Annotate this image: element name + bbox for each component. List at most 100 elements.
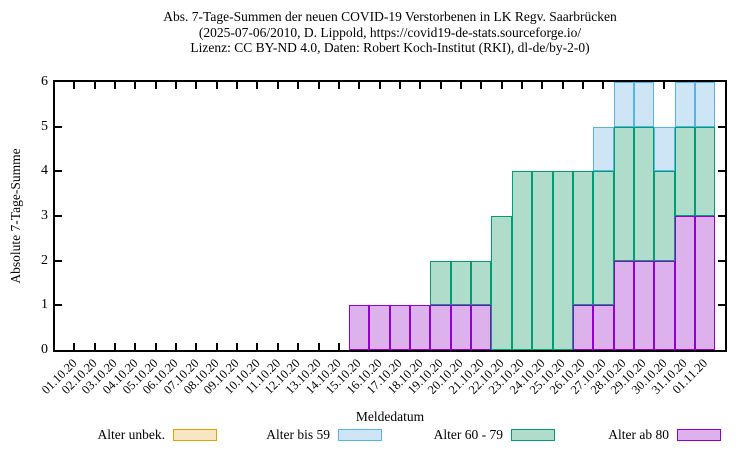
x-tick-bottom bbox=[175, 343, 178, 350]
x-tick-bottom bbox=[154, 343, 157, 350]
bar-segment-20.10.20-alter-60-79 bbox=[450, 260, 472, 306]
bar-segment-24.10.20-alter-60-79 bbox=[532, 171, 553, 350]
legend-item-alter-ab-80: Alter ab 80 bbox=[608, 427, 721, 443]
bar-segment-25.10.20-alter-60-79 bbox=[552, 171, 573, 350]
plot-area bbox=[55, 82, 725, 350]
legend-swatch bbox=[511, 429, 555, 441]
x-tick-top bbox=[358, 82, 361, 89]
legend-swatch bbox=[677, 429, 721, 441]
bar-segment-30.10.20-alter-ab-80 bbox=[654, 260, 675, 350]
x-tick-top bbox=[93, 82, 96, 89]
x-tick-bottom bbox=[114, 343, 116, 350]
x-tick-top bbox=[541, 82, 544, 89]
bar-segment-28.10.20-alter-60-79 bbox=[613, 126, 634, 261]
x-tick-top bbox=[114, 82, 116, 89]
bar-segment-19.10.20-alter-60-79 bbox=[430, 260, 451, 306]
bar-segment-19.10.20-alter-ab-80 bbox=[430, 305, 451, 350]
title-line-3: Lizenz: CC BY-ND 4.0, Daten: Robert Koch… bbox=[190, 40, 590, 55]
x-tick-top bbox=[500, 82, 503, 89]
x-tick-top bbox=[215, 82, 218, 89]
legend-label: Alter ab 80 bbox=[608, 427, 669, 442]
bar-segment-28.10.20-alter-ab-80 bbox=[613, 260, 634, 350]
x-tick-top bbox=[398, 82, 401, 89]
x-tick-bottom bbox=[134, 343, 137, 350]
y-tick-label: 6 bbox=[41, 74, 48, 89]
x-tick-bottom bbox=[93, 343, 96, 350]
x-axis-title: Meldedatum bbox=[355, 409, 425, 424]
bar-segment-31.10.20-alter-ab-80 bbox=[674, 216, 695, 350]
y-tick-left bbox=[55, 215, 62, 217]
x-tick-top bbox=[175, 82, 178, 89]
bar-segment-17.10.20-alter-ab-80 bbox=[389, 305, 411, 350]
y-tick-left bbox=[55, 259, 62, 262]
x-tick-top bbox=[73, 82, 76, 89]
y-tick-label: 0 bbox=[41, 342, 48, 357]
y-tick-right bbox=[718, 304, 725, 307]
x-tick-top bbox=[154, 82, 157, 89]
bar-segment-21.10.20-alter-ab-80 bbox=[471, 305, 492, 350]
bar-segment-31.10.20-alter-60-79 bbox=[674, 126, 695, 216]
bar-segment-31.10.20-alter-bis-59 bbox=[674, 82, 695, 127]
x-tick-top bbox=[602, 82, 605, 89]
bar-segment-16.10.20-alter-ab-80 bbox=[369, 305, 390, 350]
x-tick-top bbox=[236, 82, 239, 89]
y-tick-right bbox=[718, 170, 725, 173]
x-tick-top bbox=[663, 82, 666, 89]
bar-segment-21.10.20-alter-60-79 bbox=[471, 260, 492, 306]
x-tick-top bbox=[480, 82, 483, 89]
x-tick-top bbox=[134, 82, 137, 89]
x-tick-top bbox=[317, 82, 320, 89]
bar-segment-27.10.20-alter-60-79 bbox=[593, 171, 614, 306]
x-tick-bottom bbox=[276, 343, 279, 350]
y-tick-left bbox=[55, 170, 62, 173]
x-tick-bottom bbox=[337, 343, 340, 350]
x-tick-top bbox=[297, 82, 300, 89]
x-tick-top bbox=[521, 82, 523, 89]
bar-segment-29.10.20-alter-bis-59 bbox=[633, 82, 655, 127]
x-tick-top bbox=[256, 82, 259, 89]
x-tick-top bbox=[419, 82, 422, 89]
y-tick-right bbox=[718, 259, 725, 262]
bar-segment-26.10.20-alter-ab-80 bbox=[572, 305, 594, 350]
x-tick-bottom bbox=[73, 343, 76, 350]
x-tick-bottom bbox=[215, 343, 218, 350]
chart-title: Abs. 7-Tage-Summen der neuen COVID-19 Ve… bbox=[55, 9, 725, 56]
x-tick-bottom bbox=[195, 343, 198, 350]
x-tick-top bbox=[582, 82, 585, 89]
x-tick-top bbox=[276, 82, 279, 89]
title-line-1: Abs. 7-Tage-Summen der neuen COVID-19 Ve… bbox=[163, 9, 617, 24]
bar-segment-18.10.20-alter-ab-80 bbox=[410, 305, 431, 350]
bar-segment-30.10.20-alter-60-79 bbox=[654, 171, 675, 261]
legend-swatch bbox=[173, 429, 217, 441]
legend-item-alter-bis-59: Alter bis 59 bbox=[266, 427, 382, 443]
bar-segment-29.10.20-alter-60-79 bbox=[633, 126, 655, 261]
x-tick-top bbox=[439, 82, 442, 89]
x-tick-bottom bbox=[256, 343, 259, 350]
y-tick-label: 3 bbox=[41, 208, 48, 223]
x-tick-top bbox=[459, 82, 462, 89]
legend-swatch bbox=[338, 429, 382, 441]
bar-segment-15.10.20-alter-ab-80 bbox=[349, 305, 370, 350]
y-tick-label: 5 bbox=[41, 118, 48, 134]
bar-segment-27.10.20-alter-ab-80 bbox=[593, 305, 614, 350]
x-tick-bottom bbox=[297, 343, 300, 350]
y-tick-left bbox=[55, 125, 62, 128]
bar-segment-26.10.20-alter-60-79 bbox=[572, 171, 594, 306]
y-tick-label: 2 bbox=[41, 252, 48, 268]
y-tick-label: 4 bbox=[41, 163, 48, 179]
legend-label: Alter unbek. bbox=[97, 427, 165, 442]
bar-segment-28.10.20-alter-bis-59 bbox=[613, 82, 634, 127]
x-tick-top bbox=[561, 82, 564, 89]
y-tick-label: 1 bbox=[41, 297, 48, 313]
bar-segment-22.10.20-alter-60-79 bbox=[491, 216, 512, 350]
x-tick-bottom bbox=[236, 343, 239, 350]
legend-label: Alter bis 59 bbox=[266, 427, 330, 442]
x-tick-top bbox=[337, 82, 340, 89]
bar-segment-01.11.20-alter-ab-80 bbox=[694, 216, 716, 350]
bar-segment-20.10.20-alter-ab-80 bbox=[450, 305, 472, 350]
legend-item-alter-unbek-: Alter unbek. bbox=[98, 427, 217, 443]
y-tick-left bbox=[55, 304, 62, 307]
x-tick-top bbox=[195, 82, 198, 89]
legend-item-alter-60-79: Alter 60 - 79 bbox=[434, 427, 555, 443]
